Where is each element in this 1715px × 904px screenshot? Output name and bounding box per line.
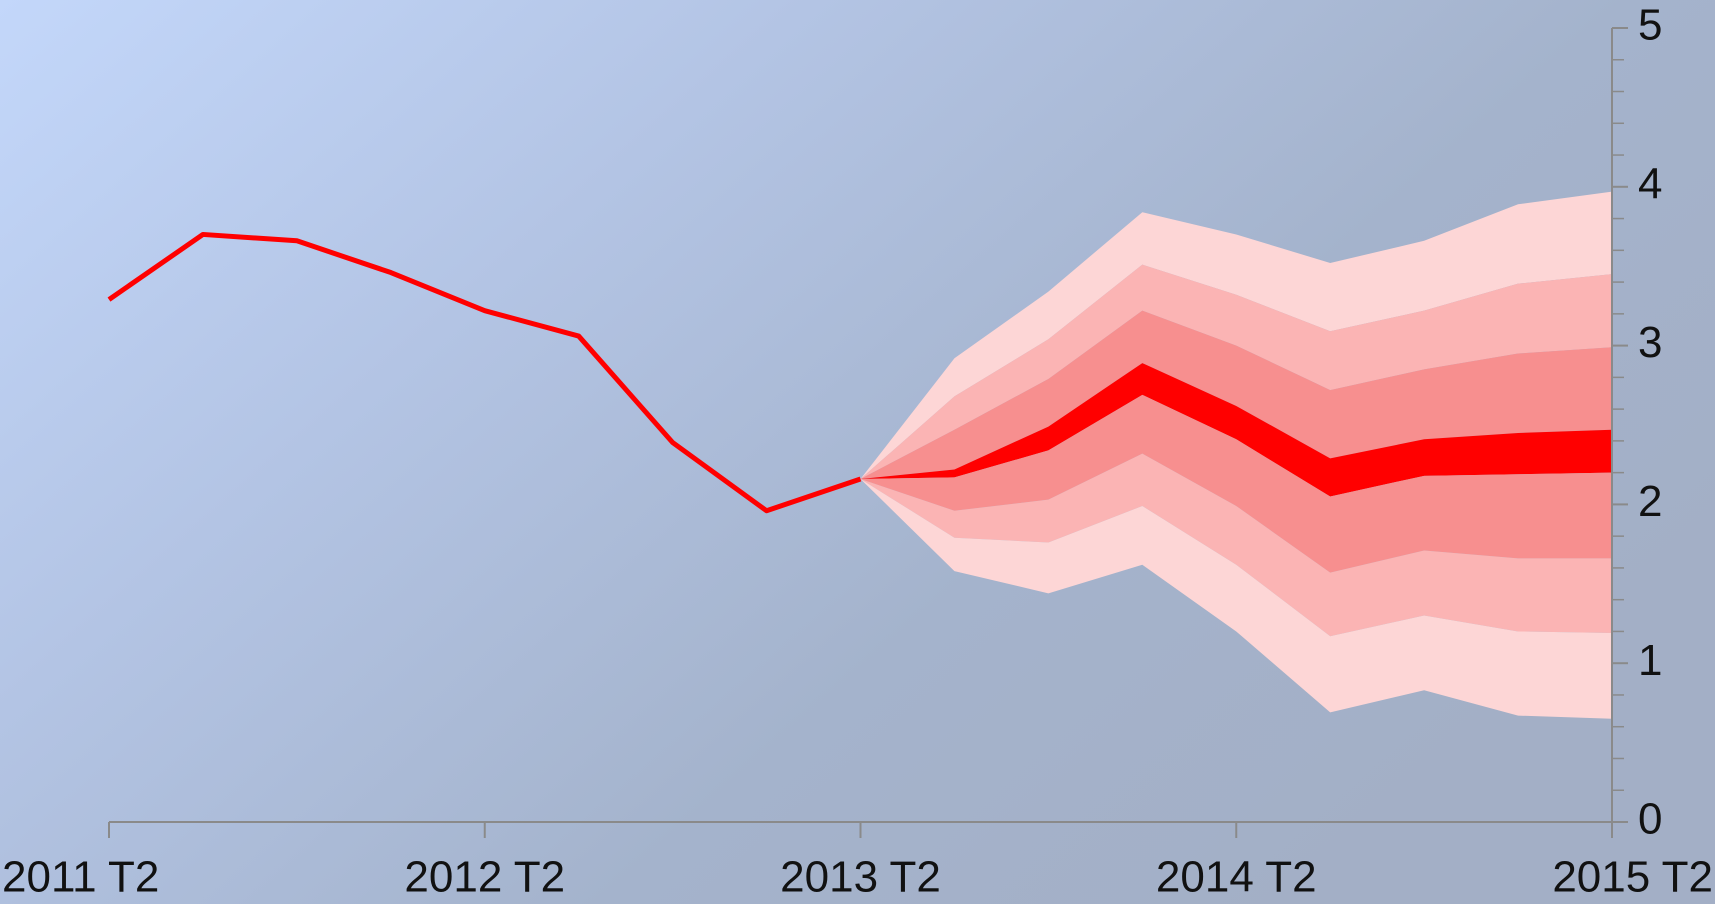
fan-band	[860, 264, 1612, 479]
y-tick-label: 3	[1638, 318, 1662, 367]
y-tick-label: 4	[1638, 159, 1662, 208]
x-tick-label: 2012 T2	[404, 853, 565, 902]
y-tick-label: 1	[1638, 636, 1662, 685]
fan-band	[860, 191, 1612, 479]
x-tick-label: 2013 T2	[780, 853, 941, 902]
x-tick-label: 2011 T2	[2, 853, 159, 902]
fan-band	[860, 310, 1612, 479]
fan-band	[860, 478, 1612, 719]
x-tick-label: 2014 T2	[1156, 853, 1317, 902]
fan-band	[860, 363, 1612, 497]
y-tick-label: 2	[1638, 477, 1662, 526]
y-tick-label: 5	[1638, 1, 1662, 50]
fan-band	[860, 394, 1612, 573]
y-tick-label: 0	[1638, 795, 1662, 844]
x-tick-label: 2015 T2	[1552, 853, 1713, 902]
line	[107, 231, 862, 514]
fan-band	[860, 453, 1612, 637]
